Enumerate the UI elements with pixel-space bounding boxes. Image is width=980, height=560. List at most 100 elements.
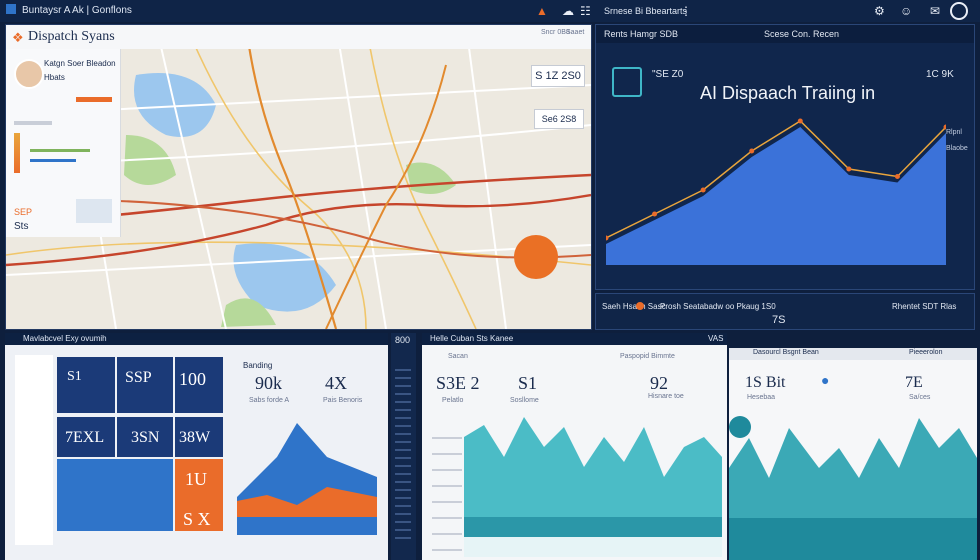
- summary-value: 7S: [772, 314, 786, 326]
- map-panel: ❖ Dispatch Syans Sncr 0B8 Saaet Katgn So…: [5, 24, 592, 330]
- settings-icon[interactable]: ⚙: [874, 4, 885, 18]
- ai-point[interactable]: [846, 166, 852, 172]
- info-line-3: [30, 159, 76, 162]
- yellow-roads: [6, 25, 591, 329]
- avatar[interactable]: [14, 59, 44, 89]
- user-icon[interactable]: ☺: [900, 4, 913, 18]
- summary-mid: Prosh Seatabadw oo Pkaug 1S0: [660, 302, 776, 311]
- info-line: [14, 121, 52, 125]
- resource-header-label: Dasourcl Bsgnt Bean: [753, 349, 819, 356]
- analytics-label-2: Paspopid Bimmte: [620, 353, 675, 360]
- side-strip: 800: [391, 333, 416, 560]
- top-bar: Buntaysr A Ak | Gonflons ▲ ☁ ☷ Srnese Bi…: [0, 0, 980, 22]
- profile-sub: Hbats: [44, 73, 65, 82]
- resource-sub-2: Sa/ces: [909, 394, 931, 401]
- app-logo: [6, 4, 16, 14]
- water-area-2: [233, 243, 336, 312]
- legend-1: Rlpnl: [946, 129, 962, 136]
- map-title: Dispatch Syans: [28, 29, 115, 44]
- analytics-stat-1: S3E 2: [436, 373, 480, 393]
- resource-stat-1: 1S Bit: [745, 374, 786, 391]
- power-icon[interactable]: [950, 2, 968, 20]
- resource-header: Dasourcl Bsgnt Bean Pieeerolon: [729, 348, 977, 360]
- map-header: ❖ Dispatch Syans Sncr 0B8 Saaet: [6, 25, 591, 49]
- callout-1[interactable]: S 1Z 2S0: [531, 65, 585, 87]
- ai-header: Rents Hamgr SDB Scese Con. Recen: [596, 25, 974, 43]
- ai-point[interactable]: [797, 118, 803, 124]
- ai-area-series: [606, 127, 946, 265]
- ai-header-mid: Scese Con. Recen: [764, 29, 840, 39]
- mini-bars: [14, 133, 20, 173]
- mail-icon[interactable]: ✉: [930, 4, 941, 18]
- side-strip-bars: [395, 363, 411, 543]
- resource-sub-1: Hesebaa: [747, 394, 776, 401]
- analytics-header: Helle Cuban Sts Kanee VAS: [422, 333, 727, 345]
- summary-right: Rhentet SDT Rlas: [892, 302, 957, 311]
- header-tag-2: Saaet: [566, 29, 585, 36]
- kpi-tile-1[interactable]: S1: [57, 357, 115, 413]
- analytics-stat-2: S1: [518, 373, 538, 393]
- header-tag-1: Sncr 0B8: [541, 29, 570, 36]
- cloud-icon[interactable]: ☁: [562, 4, 574, 18]
- dispatch-icon: ❖: [12, 30, 24, 45]
- analytics-sub-1: Pelatlo: [442, 397, 464, 404]
- drop-icon: ●: [821, 372, 830, 388]
- analytics-panel: Helle Cuban Sts Kanee VAS Sacan Paspopid…: [422, 333, 727, 560]
- stat-value-2: 4X: [325, 373, 347, 393]
- kpi-tile-2[interactable]: SSP: [117, 357, 173, 413]
- summary-left: Saeh Hsach Sasc: [602, 302, 666, 311]
- ai-training-panel: Rents Hamgr SDB Scese Con. Recen "SE Z0 …: [595, 24, 975, 290]
- stat-label: Banding: [243, 361, 273, 370]
- legend-2: Blaobe: [946, 145, 968, 152]
- orange-marker[interactable]: [514, 235, 558, 279]
- ai-header-left: Rents Hamgr SDB: [604, 29, 679, 39]
- analytics-header-label: Helle Cuban Sts Kanee: [430, 334, 514, 343]
- analytics-sub-3: Hisnare toe: [648, 393, 684, 400]
- left-value-2: Sts: [14, 221, 29, 232]
- resource-area-chart[interactable]: [729, 408, 977, 560]
- summary-dot: [636, 302, 644, 310]
- side-strip-value: 800: [395, 335, 411, 345]
- kpi-tile-7[interactable]: [57, 459, 173, 531]
- analytics-header-right: VAS: [708, 334, 724, 343]
- window-title: Buntaysr A Ak | Gonflons: [22, 5, 132, 16]
- analytics-stat-3: 92: [650, 373, 668, 393]
- ai-top-left-value: "SE Z0: [652, 69, 684, 80]
- stat-value-1: 90k: [255, 373, 282, 393]
- kpi-tile-5[interactable]: 3SN: [117, 417, 173, 457]
- window-right-label: Srnese Bi Bbeartarts: [604, 6, 688, 16]
- ai-point[interactable]: [749, 148, 755, 154]
- stat-sub-2: Pais Benoris: [323, 397, 363, 404]
- kpi-tile-8-sub: S X: [183, 509, 211, 529]
- kpi-tile-3[interactable]: 100: [175, 357, 223, 413]
- kpi-tile-4[interactable]: 7EXL: [57, 417, 115, 457]
- grid-icon[interactable]: ☷: [580, 4, 591, 18]
- resource-badge[interactable]: [729, 416, 751, 438]
- thumbnail[interactable]: [76, 199, 112, 223]
- ai-area-chart[interactable]: [606, 115, 946, 265]
- ai-point[interactable]: [652, 211, 658, 217]
- ai-point[interactable]: [894, 174, 900, 179]
- left-value-1: SEP: [14, 207, 33, 217]
- ai-summary-bar: Saeh Hsach Sasc Prosh Seatabadw oo Pkaug…: [595, 293, 975, 330]
- resource-header-right: Pieeerolon: [909, 349, 943, 356]
- analytics-area-chart[interactable]: [464, 407, 724, 557]
- ai-point[interactable]: [700, 187, 706, 193]
- kpi-mountain-chart[interactable]: [237, 417, 377, 535]
- resource-panel: Dasourcl Bsgnt Bean Pieeerolon ● 1S Bit …: [729, 348, 977, 560]
- ai-logo-icon: [612, 67, 642, 97]
- ai-point[interactable]: [943, 124, 947, 130]
- ai-point[interactable]: [606, 235, 609, 241]
- profile-name: Katgn Soer Bleadon: [44, 59, 116, 68]
- analytics-label-1: Sacan: [448, 353, 468, 360]
- kpi-tile-8[interactable]: 1U: [175, 459, 223, 531]
- ai-top-right-value: 1C 9K: [926, 69, 954, 80]
- status-bar: [76, 97, 112, 102]
- kpi-tile-6[interactable]: 38W: [175, 417, 223, 457]
- menu-icon[interactable]: ⋮: [680, 4, 692, 18]
- callout-2[interactable]: Se6 2S8: [534, 109, 584, 129]
- kpi-list: [15, 355, 53, 545]
- ai-line-series: [606, 120, 946, 239]
- alert-icon[interactable]: ▲: [536, 4, 548, 18]
- stat-sub-1: Sabs forde A: [249, 397, 290, 404]
